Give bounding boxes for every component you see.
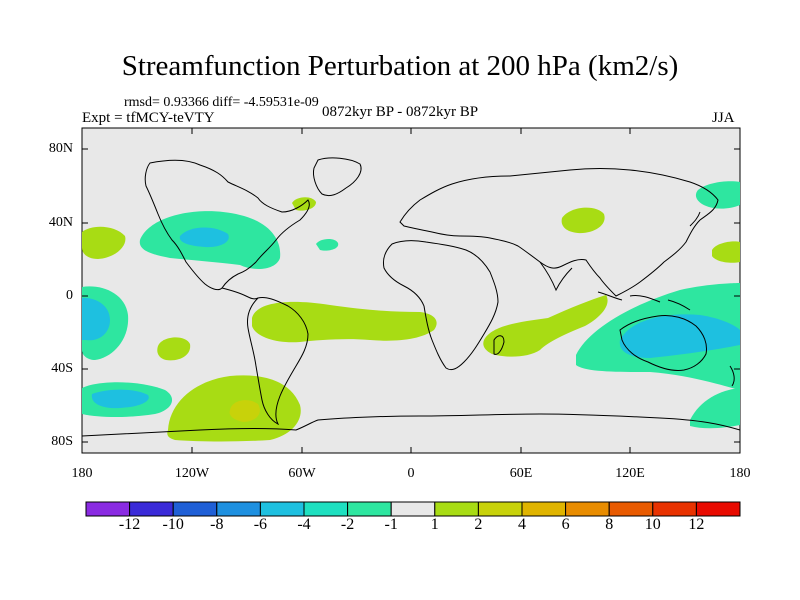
contour-region-south-america-core bbox=[229, 400, 260, 422]
contour-region-north-atlantic bbox=[316, 238, 339, 251]
lon-label-180-west: 180 bbox=[71, 466, 93, 481]
coastline-japan bbox=[689, 211, 701, 227]
lat-label-40s: 40S bbox=[51, 361, 73, 376]
colorbar-label: -1 bbox=[384, 516, 398, 533]
colorbar-label: -8 bbox=[210, 516, 224, 533]
colorbar-label: -10 bbox=[162, 516, 184, 533]
colorbar-label: 4 bbox=[518, 516, 526, 533]
lat-label-0: 0 bbox=[66, 288, 73, 303]
lon-label-120e: 120E bbox=[615, 466, 645, 481]
period-label: 0872kyr BP - 0872kyr BP bbox=[322, 104, 479, 120]
lon-label-60w: 60W bbox=[288, 466, 316, 481]
colorbar-swatch bbox=[695, 501, 741, 517]
coastline-greenland bbox=[313, 157, 362, 197]
lat-label-40n: 40N bbox=[48, 215, 73, 230]
contour-region-south-pacific-core bbox=[91, 389, 149, 409]
contour-region-asia bbox=[561, 207, 605, 234]
lon-label-180-east: 180 bbox=[729, 466, 751, 481]
stats-text: rmsd= 0.93366 diff= -4.59531e-09 bbox=[124, 95, 319, 110]
colorbar-swatch bbox=[129, 501, 174, 517]
coastline-central-america bbox=[221, 287, 259, 300]
lon-label-120w: 120W bbox=[174, 466, 210, 481]
colorbar bbox=[85, 501, 741, 517]
colorbar-label: 8 bbox=[605, 516, 614, 533]
colorbar-swatch bbox=[347, 501, 392, 517]
plot-title: Streamfunction Perturbation at 200 hPa (… bbox=[121, 50, 679, 82]
colorbar-label: 10 bbox=[644, 516, 661, 533]
coastline-madagascar bbox=[493, 335, 505, 355]
colorbar-label: -12 bbox=[118, 516, 141, 533]
coastline-africa bbox=[383, 240, 499, 371]
season-label: JJA bbox=[712, 110, 735, 126]
colorbar-label: -6 bbox=[253, 516, 268, 533]
colorbar-label: 1 bbox=[430, 516, 439, 533]
lat-label-80s: 80S bbox=[51, 434, 73, 449]
experiment-label: Expt = tfMCY-teVTY bbox=[82, 110, 215, 126]
colorbar-swatch bbox=[303, 501, 349, 517]
contour-region-tropical-atlantic bbox=[252, 301, 437, 343]
colorbar-swatch bbox=[434, 501, 479, 517]
coastlines bbox=[81, 157, 741, 437]
colorbar-label: -2 bbox=[340, 516, 355, 533]
colorbar-swatch bbox=[259, 501, 305, 517]
colorbar-swatch bbox=[652, 501, 697, 517]
coastline-north-america bbox=[144, 159, 310, 291]
colorbar-label: 12 bbox=[688, 516, 705, 533]
contour-region-north-east-asia bbox=[695, 181, 740, 209]
lon-label-60e: 60E bbox=[509, 466, 533, 481]
contour-region-indian-ocean bbox=[483, 295, 608, 357]
colorbar-label: 2 bbox=[474, 516, 483, 533]
colorbar-label: 6 bbox=[561, 516, 570, 533]
contour-region-south-indian-ocean bbox=[690, 388, 740, 429]
contour-region-north-pacific bbox=[82, 226, 126, 259]
lon-label-0: 0 bbox=[407, 466, 415, 481]
colorbar-label: -4 bbox=[297, 516, 311, 533]
colorbar-swatch bbox=[172, 501, 218, 517]
coastline-eurasia bbox=[399, 168, 719, 297]
coastline-antarctica bbox=[81, 413, 741, 437]
coastline-new-zealand bbox=[729, 365, 735, 387]
colorbar-swatch bbox=[477, 501, 523, 517]
colorbar-swatch bbox=[216, 501, 261, 517]
coastline-india bbox=[539, 261, 573, 292]
colorbar-swatch bbox=[608, 501, 654, 517]
lat-label-80n: 80N bbox=[48, 141, 73, 156]
contour-region-north-america-core bbox=[179, 227, 229, 248]
map-ticks bbox=[82, 128, 740, 453]
coastline-indonesia bbox=[597, 291, 691, 311]
contour-region-west-pacific bbox=[712, 241, 740, 263]
colorbar-swatch bbox=[565, 501, 610, 517]
colorbar-swatch bbox=[521, 501, 567, 517]
contour-region-east-pacific bbox=[157, 337, 191, 361]
colorbar-swatch bbox=[390, 501, 436, 517]
coastline-south-america bbox=[247, 297, 309, 426]
colorbar-swatch bbox=[85, 501, 131, 517]
contour-region-australia-core bbox=[619, 314, 740, 358]
contour-region-equatorial-pacific-core bbox=[82, 297, 110, 341]
coastline-australia bbox=[619, 315, 707, 371]
